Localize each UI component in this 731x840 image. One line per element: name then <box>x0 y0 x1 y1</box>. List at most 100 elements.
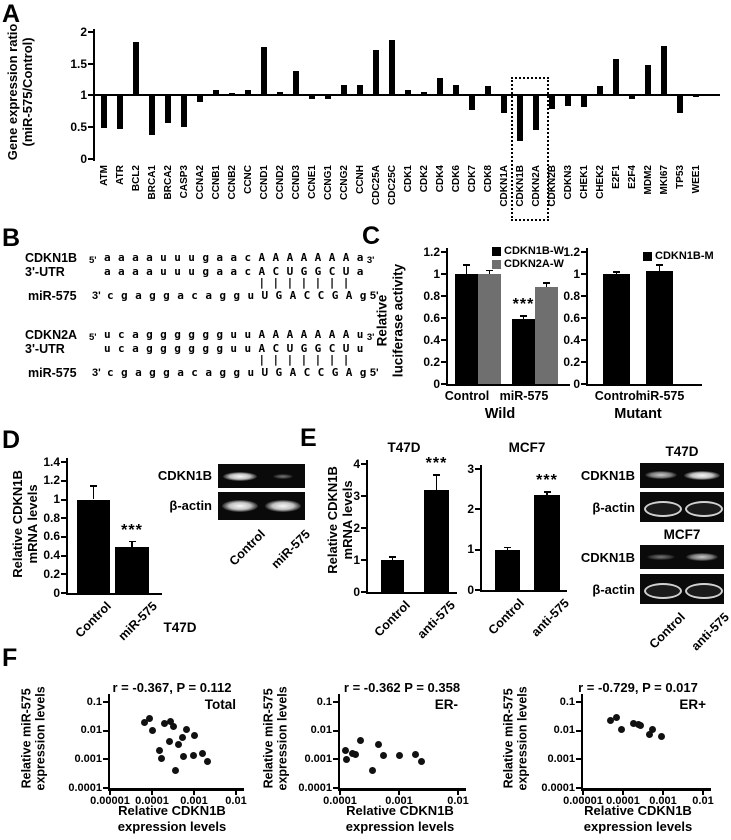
bar <box>516 95 524 142</box>
prime-mark: 3' <box>92 290 101 302</box>
y-tick-label: 0 <box>467 582 474 597</box>
data-point <box>629 719 637 727</box>
data-point <box>199 750 207 758</box>
wild-group-label: Wild <box>484 406 516 422</box>
data-point <box>607 717 615 725</box>
x-title-line: expression levels <box>117 818 227 834</box>
panel-e-label: E <box>300 424 317 452</box>
scatter-x-axis-title: Relative CDKN1B expression levels <box>553 803 723 834</box>
correlation-stat: r = -0.729, P = 0.017 <box>578 680 698 695</box>
data-point <box>395 751 403 759</box>
scatter-x-axis-title: Relative CDKN1B expression levels <box>87 803 257 834</box>
y-tick-label: 0 <box>353 584 360 599</box>
x-category-label: BRCA2 <box>163 165 174 200</box>
legend-item-cdkn2a-w: CDKN2A-W <box>492 258 564 270</box>
x-category-label: CCNE1 <box>307 165 318 199</box>
x-category-label: CCNB2 <box>227 165 238 200</box>
y-tick-label: 0.001 <box>74 752 102 765</box>
x-category-label: CHEK2 <box>595 165 606 199</box>
prime-mark: 5' <box>89 255 97 266</box>
subset-label-er-negative: ER- <box>434 697 458 712</box>
bar <box>676 95 684 114</box>
axis-line <box>475 508 481 511</box>
legend-label: CDKN1B-M <box>655 250 714 262</box>
axis-line <box>582 790 584 795</box>
bar <box>244 89 252 96</box>
axis-line <box>337 694 340 791</box>
x-tick-label: 0.01 <box>692 795 714 808</box>
bar <box>115 547 149 593</box>
axis-line <box>61 498 67 501</box>
gel-lane-label: Control <box>226 527 268 569</box>
data-point <box>171 767 179 775</box>
prime-mark: 3' <box>366 255 375 266</box>
axis-line <box>581 339 587 341</box>
y-tick-label: 1.2 <box>423 244 440 259</box>
bar <box>212 90 220 96</box>
gel-band <box>222 500 258 512</box>
y-title-line: Relative <box>374 294 390 347</box>
data-point <box>178 733 186 741</box>
bar <box>646 270 673 384</box>
y-title-line: luciferase activity <box>390 263 405 378</box>
x-category-label: CDK1 <box>403 165 414 193</box>
error-bar-cap <box>543 491 551 493</box>
axis-line <box>581 273 587 275</box>
data-point <box>342 747 350 755</box>
x-tick-label: 0.001 <box>385 795 413 808</box>
error-bar-cap <box>543 281 550 284</box>
y-tick-label: 0.6 <box>563 310 580 325</box>
axis-line <box>480 465 482 592</box>
x-category-label: miR-575 <box>635 389 685 403</box>
data-point <box>179 752 187 760</box>
bar <box>534 495 560 590</box>
axis-line <box>366 592 457 594</box>
mirna-sequence: c g a g g a c a g g u U G A C C G A g <box>107 366 367 379</box>
axis-line <box>581 383 587 385</box>
gel-band <box>223 471 257 481</box>
x-title-line: expression levels <box>345 818 455 834</box>
error-bar <box>546 492 548 496</box>
bar <box>292 70 300 96</box>
data-point <box>190 731 198 739</box>
y-title-line: Relative CDKN1B <box>10 470 26 578</box>
prime-mark: 3' <box>366 332 375 343</box>
highlight-box <box>511 77 549 221</box>
gel-lane-label: anti-575 <box>688 610 731 654</box>
x-category-label: CDKN3 <box>563 165 574 200</box>
y-tick-label: 0.5 <box>70 120 87 135</box>
x-tick-label: 0.0001 <box>135 795 169 808</box>
gel-band <box>647 554 675 560</box>
data-point <box>411 750 419 758</box>
axis-line <box>361 527 367 529</box>
y-tick-label: 0.2 <box>563 354 580 369</box>
y-tick-label: 0 <box>53 585 60 600</box>
x-category-label: CCNC <box>243 165 254 194</box>
axis-line <box>475 589 481 591</box>
bar <box>324 95 332 99</box>
axis-line <box>94 94 720 97</box>
error-bar <box>391 556 394 560</box>
x-category-label: ATR <box>115 165 126 185</box>
error-bar-cap <box>463 264 470 266</box>
x-category-label: anti-575 <box>414 598 458 642</box>
error-bar <box>465 265 468 274</box>
x-category-label: CDK2 <box>419 165 430 193</box>
axis-line <box>581 251 587 253</box>
bar <box>512 319 535 384</box>
axis-line <box>61 479 67 482</box>
prime-mark: 3' <box>92 367 101 379</box>
y-tick-label: 3 <box>467 461 474 476</box>
axis-line <box>581 295 587 297</box>
gel-band <box>685 583 723 599</box>
y-tick-label: 2 <box>467 501 474 516</box>
y-tick-label: 0.6 <box>43 529 60 544</box>
axis-line <box>622 790 624 795</box>
scatter-y-axis-title: Relative miR-575 expression levels <box>262 678 291 798</box>
y-tick-label: 0.6 <box>423 310 440 325</box>
error-bar-cap <box>613 270 620 273</box>
x-tick-label: 0.00001 <box>90 795 130 808</box>
axis-line <box>333 758 338 761</box>
y-tick-label: 1 <box>433 266 440 281</box>
error-bar <box>131 541 133 548</box>
